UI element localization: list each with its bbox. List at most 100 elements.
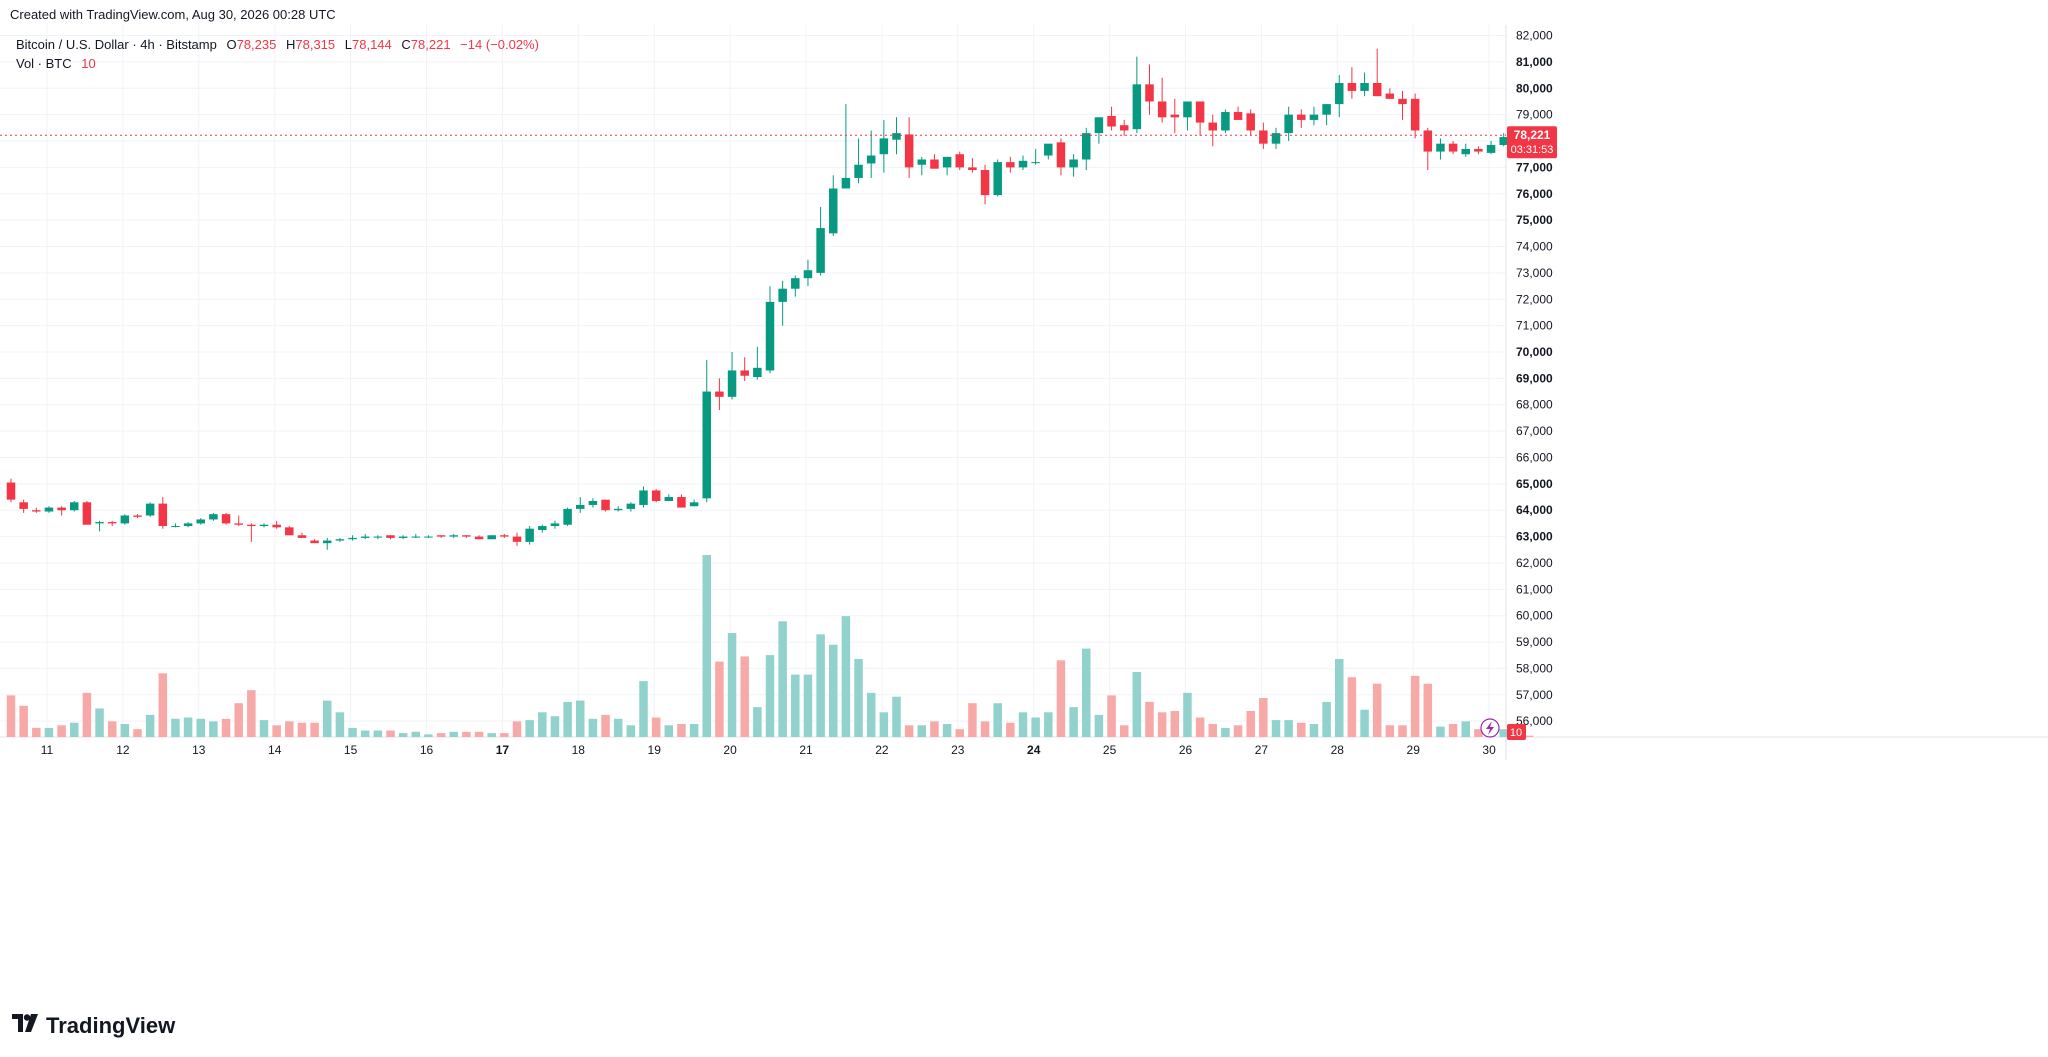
x-tick-label: 30 <box>1482 743 1496 757</box>
y-tick-label: 63,000 <box>1516 530 1553 544</box>
candle-body <box>1385 93 1395 99</box>
candle-body <box>386 535 395 538</box>
candle-body <box>19 502 28 509</box>
candle-body <box>449 535 458 537</box>
volume-bar <box>1297 722 1306 737</box>
volume-bar <box>1410 675 1420 737</box>
y-tick-label: 79,000 <box>1516 108 1553 122</box>
candle-body <box>323 540 332 544</box>
volume-bar <box>1170 711 1180 737</box>
candle-body <box>538 526 547 530</box>
legend-close-value: 78,221 <box>410 37 451 52</box>
volume-bar <box>360 730 370 737</box>
candle-body <box>1157 101 1167 118</box>
candle-body <box>664 497 674 501</box>
y-tick-label: 73,000 <box>1516 266 1553 280</box>
volume-bar <box>1474 729 1483 737</box>
x-tick-label: 21 <box>799 743 813 757</box>
candle-body <box>1436 143 1445 152</box>
volume-bar <box>892 696 901 737</box>
volume-bar <box>487 733 496 737</box>
candle-body <box>1284 114 1293 134</box>
legend-low-label: L <box>344 37 352 52</box>
volume-bar <box>95 708 104 737</box>
candle-body <box>1145 84 1154 102</box>
candle-body <box>1183 101 1192 118</box>
volume-bar <box>1246 711 1255 737</box>
candle-body <box>474 536 484 540</box>
legend-symbol[interactable]: Bitcoin / U.S. Dollar · 4h · Bitstamp <box>16 37 217 52</box>
price-chart[interactable]: 56,000 57,000 58,000 59,000 60,000 61,000 62,0… <box>0 25 2048 1027</box>
volume-bar <box>1006 722 1015 737</box>
volume-bar <box>829 644 838 737</box>
volume-bar <box>1372 683 1382 737</box>
candle-body <box>613 508 623 511</box>
x-tick-label: 26 <box>1179 743 1193 757</box>
volume-bar <box>753 707 762 737</box>
candle-body <box>1044 143 1053 156</box>
volume-bar <box>272 725 281 737</box>
candle-body <box>1372 83 1382 97</box>
candle-body <box>968 167 977 171</box>
x-tick-label: 14 <box>268 743 282 757</box>
volume-bar <box>904 725 914 737</box>
candle-body <box>1094 117 1104 134</box>
y-tick-label: 81,000 <box>1516 55 1553 69</box>
y-tick-label: 66,000 <box>1516 450 1553 464</box>
y-tick-label: 69,000 <box>1516 371 1553 385</box>
candle-body <box>500 535 509 537</box>
volume-bar <box>1119 725 1129 737</box>
candle-body <box>196 519 205 524</box>
volume-bar <box>44 727 54 737</box>
volume-bar <box>980 721 990 737</box>
price-countdown: 03:31:53 <box>1511 144 1554 156</box>
volume-bar <box>234 703 243 737</box>
volume-bar <box>1398 725 1407 737</box>
volume-bar <box>183 717 193 737</box>
candle-body <box>1474 148 1483 152</box>
volume-bar <box>550 716 560 737</box>
volume-bar <box>1360 709 1369 737</box>
volume-bar <box>613 718 623 737</box>
volume-bar <box>512 721 522 737</box>
candle-body <box>1309 114 1319 120</box>
volume-bar <box>1082 648 1091 737</box>
volume-bar <box>879 712 889 737</box>
candle-body <box>411 536 421 538</box>
candle-body <box>1233 112 1243 120</box>
candle-body <box>791 278 800 289</box>
candle-body <box>525 528 534 542</box>
volume-bar <box>107 721 117 737</box>
volume-bar <box>1322 701 1331 737</box>
volume-bar <box>1233 725 1243 737</box>
volume-bar <box>993 703 1002 737</box>
chart-legend: Bitcoin / U.S. Dollar · 4h · Bitstamp O7… <box>16 35 539 73</box>
y-tick-label: 82,000 <box>1516 29 1553 43</box>
tradingview-logo[interactable]: TradingView <box>12 1013 175 1039</box>
candle-body <box>588 500 598 505</box>
y-tick-label: 65,000 <box>1516 477 1553 491</box>
volume-bar <box>1499 729 1508 737</box>
candle-body <box>1132 84 1142 130</box>
candle-body <box>980 170 990 196</box>
y-tick-label: 70,000 <box>1516 345 1553 359</box>
candle-body <box>171 526 180 528</box>
x-tick-label: 28 <box>1331 743 1345 757</box>
candlestick-chart-svg[interactable]: 56,00057,00058,00059,00060,00061,00062,0… <box>0 25 2048 1027</box>
tradingview-brand-text: TradingView <box>46 1013 176 1038</box>
volume-bar <box>1309 724 1319 737</box>
x-tick-label: 19 <box>648 743 662 757</box>
x-tick-label: 12 <box>116 743 130 757</box>
volume-bar <box>689 724 699 737</box>
candle-body <box>107 522 117 524</box>
volume-bar <box>803 674 813 737</box>
volume-bar <box>677 724 686 737</box>
legend-volume-label[interactable]: Vol · BTC <box>16 56 72 71</box>
volume-bar <box>1056 660 1066 737</box>
volume-bar <box>171 718 180 737</box>
candle-body <box>1398 98 1407 105</box>
volume-bar <box>727 633 737 737</box>
legend-volume-value: 10 <box>81 56 96 71</box>
volume-bar <box>791 674 800 737</box>
volume-bar <box>386 730 395 737</box>
